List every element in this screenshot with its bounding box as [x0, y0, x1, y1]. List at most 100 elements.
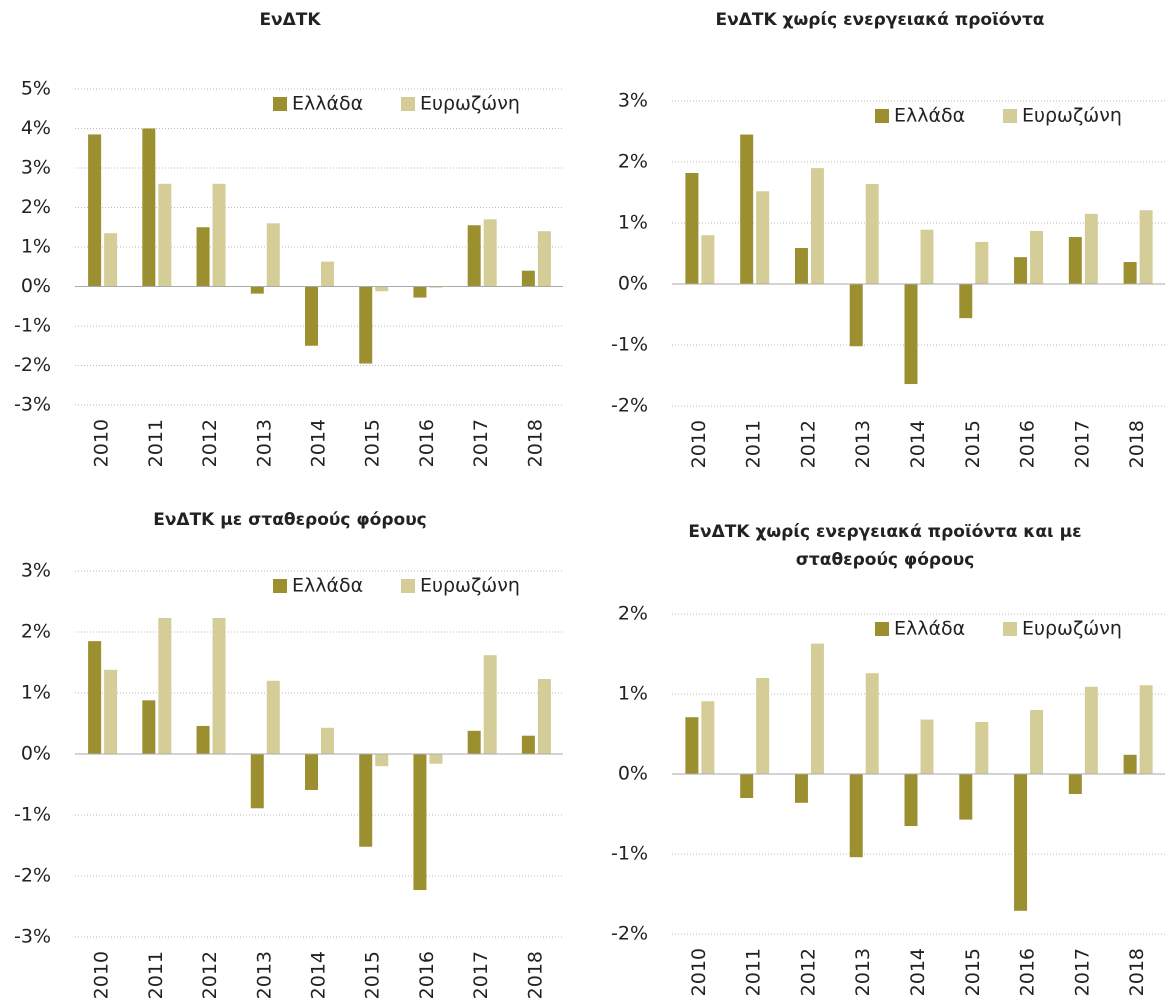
bar — [375, 286, 389, 292]
x-tick-label: 2014 — [308, 951, 330, 999]
x-tick-label: 2015 — [362, 419, 384, 467]
bar — [1139, 210, 1153, 284]
y-tick-label: 1% — [21, 236, 51, 258]
x-tick-label: 2015 — [962, 948, 984, 996]
x-tick-label: 2013 — [253, 951, 275, 999]
bar — [537, 231, 551, 287]
x-tick-label: 2017 — [470, 951, 492, 999]
bar — [413, 286, 427, 298]
bar — [212, 617, 226, 754]
bar — [1030, 230, 1044, 284]
y-tick-label: 2% — [21, 621, 51, 643]
bar — [142, 700, 156, 754]
y-tick-label: 0% — [21, 743, 51, 765]
bar — [701, 235, 715, 284]
bar — [1068, 237, 1082, 284]
x-tick-label: 2012 — [797, 948, 819, 996]
bar — [1084, 213, 1098, 284]
x-tick-label: 2015 — [362, 951, 384, 999]
bar — [701, 701, 715, 774]
x-tick-label: 2016 — [1017, 948, 1039, 996]
bar — [810, 643, 824, 774]
y-tick-label: -3% — [14, 926, 51, 948]
x-tick-label: 2014 — [907, 420, 929, 468]
x-tick-label: 2011 — [145, 419, 167, 467]
bar — [359, 286, 373, 364]
x-tick-label: 2011 — [145, 951, 167, 999]
y-tick-label: -1% — [611, 334, 648, 356]
bar — [959, 284, 973, 319]
legend-label: Ελλάδα — [292, 93, 363, 115]
legend-swatch — [1003, 622, 1017, 636]
y-tick-label: -1% — [14, 804, 51, 826]
x-tick-label: 2010 — [688, 420, 710, 468]
bar — [1030, 710, 1044, 774]
y-tick-label: -2% — [14, 354, 51, 376]
y-tick-label: 1% — [21, 682, 51, 704]
y-tick-label: -2% — [14, 865, 51, 887]
bar — [865, 183, 879, 284]
legend-label: Ευρωζώνη — [1022, 105, 1122, 127]
bar — [321, 727, 334, 754]
bar — [685, 717, 699, 774]
bar — [375, 754, 389, 767]
legend-label: Ελλάδα — [292, 575, 363, 597]
y-tick-label: 2% — [21, 196, 51, 218]
bar — [1084, 686, 1098, 774]
legend-swatch — [875, 109, 889, 123]
bar — [250, 286, 264, 294]
bar — [849, 774, 863, 858]
bar — [794, 774, 808, 803]
y-tick-label: -3% — [14, 394, 51, 416]
bar — [740, 134, 754, 284]
bar — [521, 735, 535, 754]
x-tick-label: 2018 — [1126, 948, 1148, 996]
y-tick-label: 0% — [618, 763, 648, 785]
x-tick-label: 2010 — [688, 948, 710, 996]
x-tick-label: 2016 — [416, 951, 438, 999]
y-tick-label: 0% — [618, 273, 648, 295]
bar — [904, 284, 918, 385]
bar — [959, 774, 973, 820]
chart-title: ΕνΔΤΚ — [259, 10, 321, 30]
legend-label: Ελλάδα — [894, 105, 965, 127]
bar — [1139, 685, 1153, 774]
x-tick-label: 2011 — [743, 420, 765, 468]
bar — [1014, 257, 1028, 284]
bar — [521, 270, 535, 287]
x-tick-label: 2011 — [743, 948, 765, 996]
bar — [537, 678, 551, 754]
legend-swatch — [273, 97, 287, 111]
bar — [467, 730, 481, 754]
bar — [794, 248, 808, 284]
bar — [756, 191, 770, 284]
y-tick-label: -1% — [611, 843, 648, 865]
bar — [212, 183, 226, 287]
x-tick-label: 2012 — [199, 951, 221, 999]
bar — [1068, 774, 1082, 794]
y-tick-label: 2% — [618, 151, 648, 173]
bar — [975, 722, 989, 774]
bar — [142, 128, 156, 287]
x-tick-label: 2012 — [199, 419, 221, 467]
bar — [158, 183, 172, 287]
legend-label: Ευρωζώνη — [420, 93, 520, 115]
bar — [483, 219, 497, 287]
bar — [305, 286, 318, 346]
bar — [685, 172, 699, 284]
bar — [321, 261, 334, 287]
y-tick-label: 2% — [618, 603, 648, 625]
bar — [865, 673, 879, 774]
x-tick-label: 2012 — [797, 420, 819, 468]
chart-title: ΕνΔΤΚ με σταθερούς φόρους — [153, 510, 427, 530]
bar — [359, 754, 373, 847]
bar — [740, 774, 754, 798]
bar — [467, 225, 481, 287]
x-tick-label: 2017 — [1071, 420, 1093, 468]
legend-swatch — [401, 579, 415, 593]
bar — [266, 223, 280, 287]
x-tick-label: 2015 — [962, 420, 984, 468]
x-tick-label: 2017 — [1071, 948, 1093, 996]
y-tick-label: 3% — [21, 560, 51, 582]
